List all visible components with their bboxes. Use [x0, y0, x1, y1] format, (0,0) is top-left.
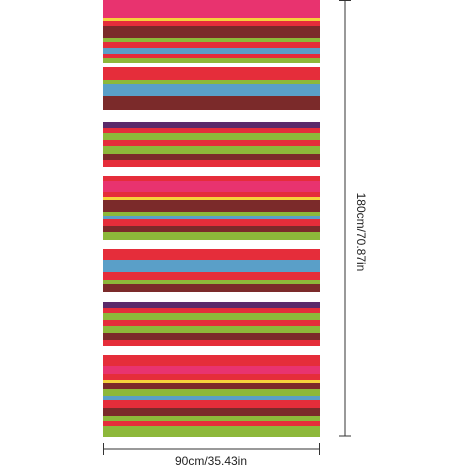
- stripe: [103, 260, 320, 272]
- stripe: [103, 176, 320, 181]
- stripe: [103, 48, 320, 54]
- stripe: [103, 355, 320, 366]
- stripe: [103, 416, 320, 421]
- stripe: [103, 426, 320, 437]
- stripe: [103, 280, 320, 284]
- stripe: [103, 400, 320, 408]
- stripe: [103, 96, 320, 110]
- stripe: [103, 67, 320, 80]
- stripe: [103, 0, 320, 18]
- stripe: [103, 128, 320, 133]
- stripe: [103, 320, 320, 326]
- stripe: [103, 26, 320, 38]
- stripe: [103, 219, 320, 226]
- stripe: [103, 226, 320, 232]
- stripe: [103, 197, 320, 200]
- width-label: 90cm/35.43in: [175, 454, 247, 468]
- stripe: [103, 272, 320, 280]
- stripe: [103, 18, 320, 21]
- stripe: [103, 140, 320, 146]
- height-label: 180cm/70.87in: [354, 193, 368, 272]
- stripe: [103, 58, 320, 63]
- stripe: [103, 84, 320, 96]
- stripe: [103, 302, 320, 308]
- stripe: [103, 232, 320, 240]
- stripe: [103, 42, 320, 48]
- striped-panel: [103, 0, 320, 437]
- stripe: [103, 326, 320, 333]
- stripe: [103, 133, 320, 140]
- stripe: [103, 340, 320, 346]
- stripe: [103, 408, 320, 416]
- stripe: [103, 308, 320, 313]
- stripe: [103, 249, 320, 260]
- stripe: [103, 421, 320, 426]
- stripe: [103, 389, 320, 396]
- stripe: [103, 366, 320, 374]
- stripe: [103, 284, 320, 292]
- stripe: [103, 38, 320, 42]
- stripe: [103, 146, 320, 154]
- stripe: [103, 383, 320, 389]
- stripe: [103, 54, 320, 58]
- stripe: [103, 160, 320, 167]
- stripe: [103, 396, 320, 400]
- stripe: [103, 181, 320, 192]
- stripe: [103, 374, 320, 380]
- stripe: [103, 80, 320, 84]
- stripe: [103, 192, 320, 197]
- stripe: [103, 313, 320, 320]
- stripe: [103, 122, 320, 128]
- stripe: [103, 21, 320, 26]
- stripe: [103, 154, 320, 160]
- stripe: [103, 216, 320, 219]
- stripe: [103, 200, 320, 212]
- stripe: [103, 333, 320, 340]
- stripe: [103, 380, 320, 383]
- stripe: [103, 212, 320, 216]
